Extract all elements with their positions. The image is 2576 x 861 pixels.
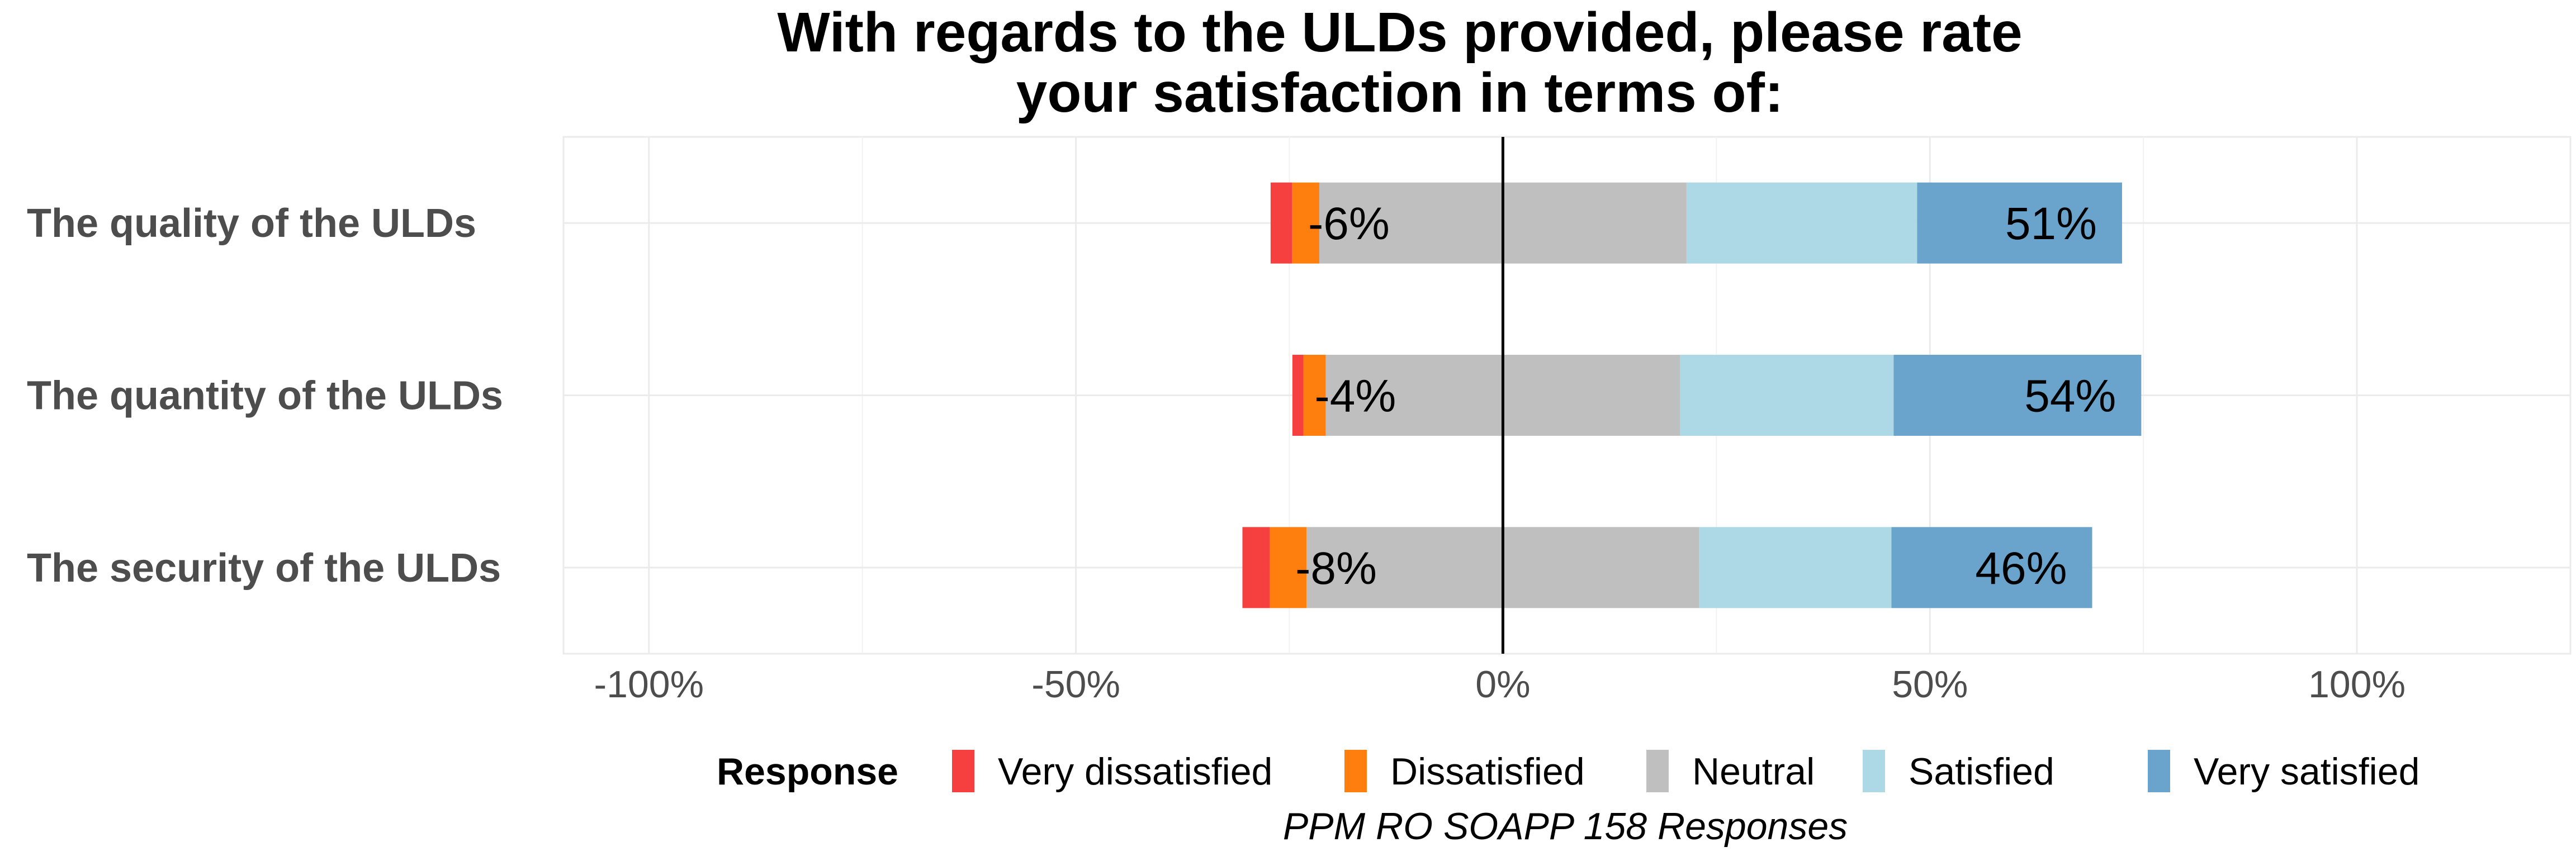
bar-very-dissatisfied [1242, 527, 1270, 608]
chart-title-line-1: With regards to the ULDs provided, pleas… [777, 1, 2022, 64]
bar-dissatisfied [1270, 527, 1307, 608]
category-label: The quality of the ULDs [27, 201, 476, 246]
legend-label: Neutral [1692, 750, 1815, 793]
bar-very-dissatisfied [1270, 182, 1292, 264]
legend-label: Satisfied [1909, 750, 2054, 793]
bar-satisfied [1680, 355, 1894, 436]
legend-swatch [1646, 750, 1669, 792]
legend-label: Dissatisfied [1390, 750, 1585, 793]
legend-swatch [1344, 750, 1367, 792]
bar-dissatisfied [1303, 355, 1326, 436]
positive-share-label: 51% [2005, 198, 2097, 249]
x-tick-label: 100% [2308, 663, 2405, 706]
category-label: The security of the ULDs [27, 546, 501, 591]
bar-satisfied [1699, 527, 1892, 608]
legend-swatch [952, 750, 974, 792]
positive-share-label: 46% [1975, 543, 2067, 594]
legend-swatch [2148, 750, 2170, 792]
axis-labels: -100% -50% 0% 50% 100% The quality of the ULD… [27, 201, 2405, 706]
data-labels: -6% 51% -4% 54% -8% 46% [1295, 198, 2116, 594]
bar-dissatisfied [1292, 182, 1319, 264]
bar-segments [1242, 137, 2142, 654]
chart-title-line-2: your satisfaction in terms of: [1016, 61, 1783, 124]
chart-caption: PPM RO SOAPP 158 Responses [1283, 805, 1848, 848]
bar-very-dissatisfied [1292, 355, 1304, 436]
legend-label: Very satisfied [2194, 750, 2419, 793]
bar-satisfied [1686, 182, 1917, 264]
x-tick-label: -50% [1031, 663, 1120, 706]
x-tick-label: 50% [1892, 663, 1968, 706]
bar-very-satisfied [1917, 182, 2122, 264]
legend: Response Very dissatisfied Dissatisfied Neu… [717, 750, 2419, 793]
bar-very-satisfied [1891, 527, 2092, 608]
x-tick-label: 0% [1475, 663, 1530, 706]
negative-share-label: -8% [1295, 543, 1377, 594]
positive-share-label: 54% [2024, 371, 2116, 422]
legend-swatch [1863, 750, 1885, 792]
bar-very-satisfied [1893, 355, 2142, 436]
negative-share-label: -6% [1308, 198, 1390, 249]
category-label: The quantity of the ULDs [27, 374, 503, 418]
x-tick-label: -100% [594, 663, 704, 706]
negative-share-label: -4% [1314, 371, 1396, 422]
legend-label: Very dissatisfied [998, 750, 1272, 793]
legend-title: Response [717, 750, 898, 793]
